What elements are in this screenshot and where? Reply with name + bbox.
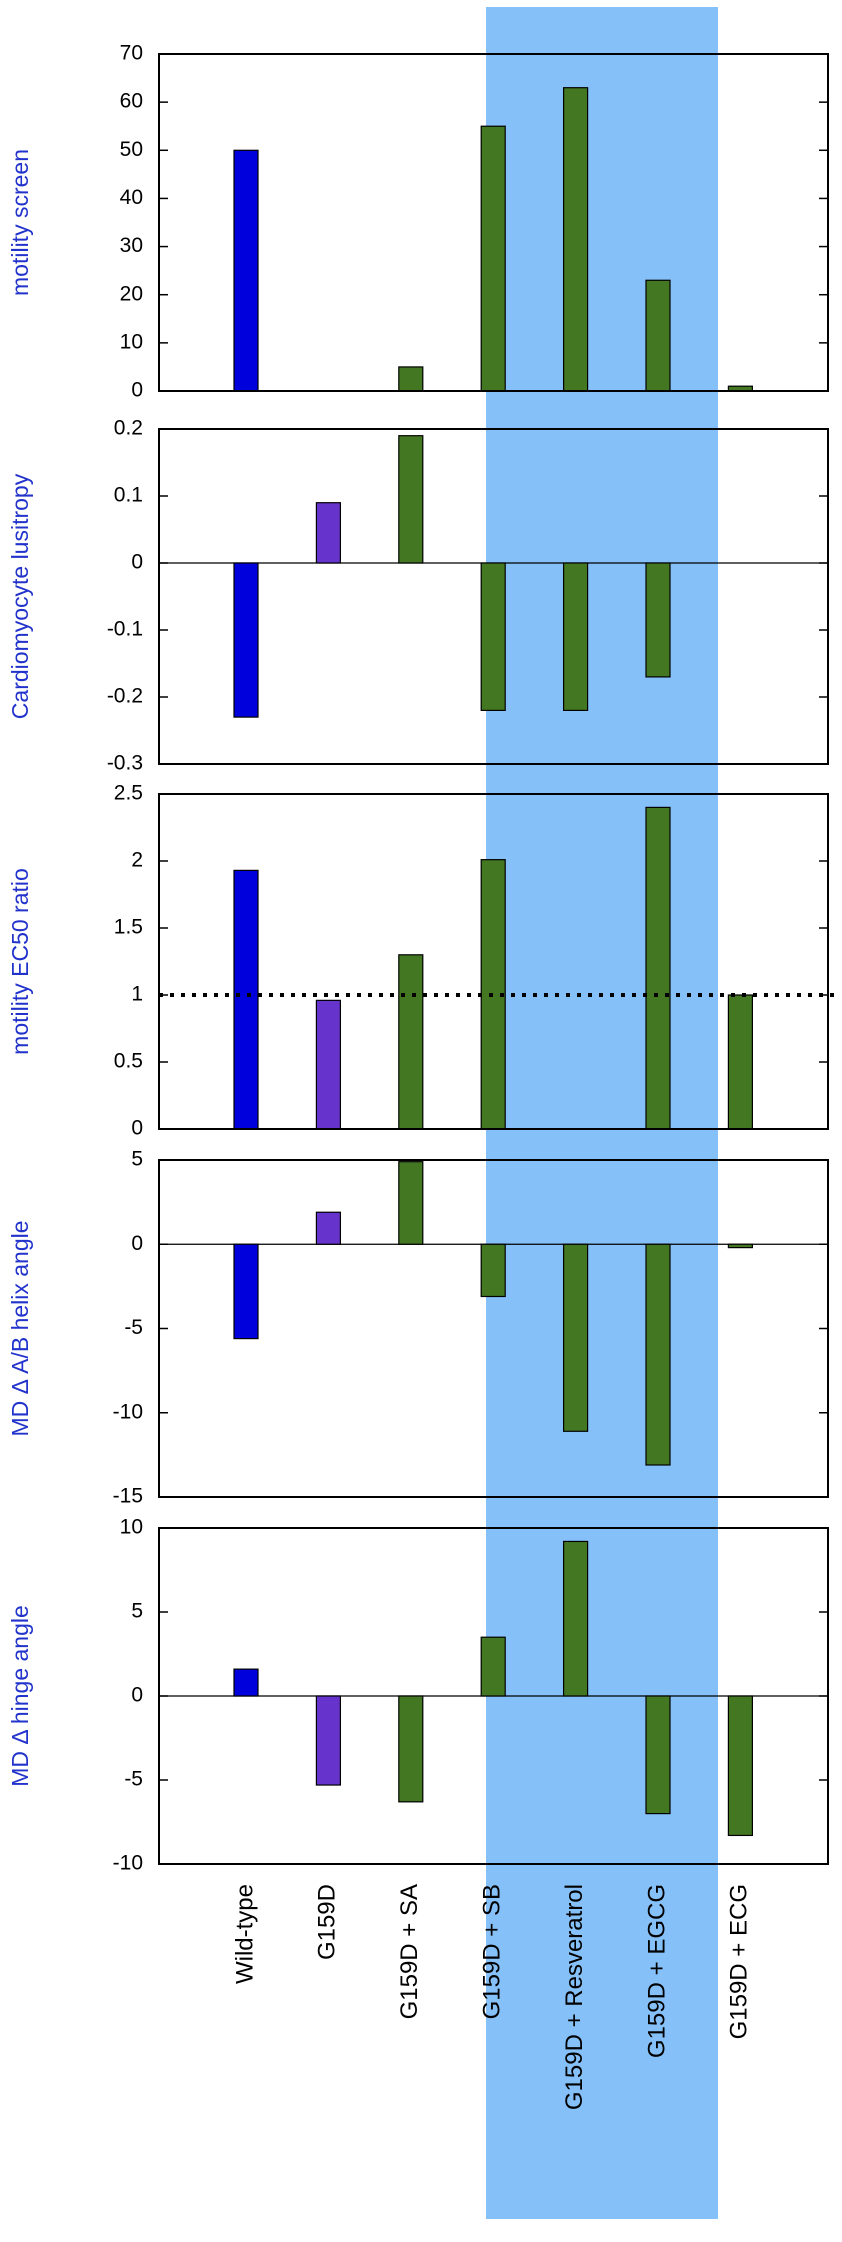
bar xyxy=(233,869,259,1130)
bar xyxy=(480,562,506,711)
y-tick-label: 0 xyxy=(131,1684,143,1707)
y-tick-label: -10 xyxy=(113,1400,143,1423)
y-tick-label: 5 xyxy=(131,1600,143,1623)
bar xyxy=(727,1243,754,1249)
bar xyxy=(645,806,671,1130)
bar xyxy=(727,1695,754,1837)
x-tick-label: G159D xyxy=(314,1884,341,1960)
y-tick-label: 30 xyxy=(120,234,143,257)
bar xyxy=(562,87,589,392)
bar xyxy=(398,435,424,564)
y-tick-label: -0.2 xyxy=(107,685,143,708)
y-tick-label: 0.2 xyxy=(114,417,143,440)
highlight-band xyxy=(486,7,718,2219)
y-tick-label: 10 xyxy=(120,1516,143,1539)
y-tick-label: 50 xyxy=(120,138,143,161)
bar xyxy=(315,1211,341,1245)
y-axis-label: Cardiomyocyte lusitropy xyxy=(7,473,33,719)
x-tick-label: G159D + Resveratrol xyxy=(561,1884,588,2110)
plot-frame xyxy=(158,1159,829,1498)
bar xyxy=(480,1636,506,1697)
bar xyxy=(315,999,341,1130)
bar xyxy=(315,1695,341,1786)
bar xyxy=(645,562,671,678)
x-tick-label: Wild-type xyxy=(231,1884,258,1984)
plot-frame xyxy=(158,793,829,1130)
y-tick-label: 20 xyxy=(120,282,143,305)
y-tick-label: 0 xyxy=(131,379,143,402)
y-tick-label: 40 xyxy=(120,186,143,209)
y-tick-label: 2.5 xyxy=(114,782,143,805)
bar xyxy=(398,366,424,392)
bar xyxy=(645,1243,671,1466)
y-tick-label: 0 xyxy=(131,1232,143,1255)
bar xyxy=(233,562,259,718)
x-tick-label: G159D + SA xyxy=(396,1884,423,2019)
bar xyxy=(315,502,341,564)
y-tick-label: 2 xyxy=(131,849,143,872)
y-tick-label: 1.5 xyxy=(114,916,143,939)
bar xyxy=(233,149,259,392)
y-tick-label: 0.1 xyxy=(114,484,143,507)
bar xyxy=(480,125,506,392)
x-tick-label: G159D + EGCG xyxy=(643,1884,670,2058)
y-tick-label: 0.5 xyxy=(114,1050,143,1073)
y-tick-label: -5 xyxy=(124,1768,143,1791)
y-tick-label: -5 xyxy=(124,1316,143,1339)
bar xyxy=(398,1161,424,1245)
bar xyxy=(398,954,424,1130)
y-tick-label: 1 xyxy=(131,983,143,1006)
y-axis-label: MD Δ hinge angle xyxy=(7,1605,33,1787)
y-tick-label: 60 xyxy=(120,90,143,113)
bar xyxy=(727,994,754,1130)
y-tick-label: 5 xyxy=(131,1148,143,1171)
bar xyxy=(562,1243,589,1432)
y-tick-label: -0.3 xyxy=(107,752,143,775)
plot-frame xyxy=(158,428,829,765)
bar xyxy=(398,1695,424,1803)
bar xyxy=(645,279,671,392)
x-tick-label: G159D + SB xyxy=(479,1884,506,2019)
plot-frame xyxy=(158,1527,829,1865)
bar xyxy=(562,562,589,711)
y-tick-label: -10 xyxy=(113,1852,143,1875)
bar xyxy=(233,1243,259,1340)
y-axis-label: motility screen xyxy=(7,149,33,296)
plot-frame xyxy=(158,53,829,392)
y-axis-label: motility EC50 ratio xyxy=(7,868,33,1055)
y-axis-label: MD Δ A/B helix angle xyxy=(7,1220,33,1436)
bar xyxy=(645,1695,671,1815)
bar xyxy=(480,1243,506,1298)
x-tick-label: G159D + ECG xyxy=(726,1884,753,2039)
y-tick-label: 0 xyxy=(131,551,143,574)
y-tick-label: 0 xyxy=(131,1117,143,1140)
y-tick-label: -15 xyxy=(113,1485,143,1508)
y-tick-label: -0.1 xyxy=(107,618,143,641)
y-tick-label: 70 xyxy=(120,42,143,65)
bar xyxy=(233,1668,259,1697)
y-tick-label: 10 xyxy=(120,330,143,353)
bar xyxy=(562,1540,589,1697)
